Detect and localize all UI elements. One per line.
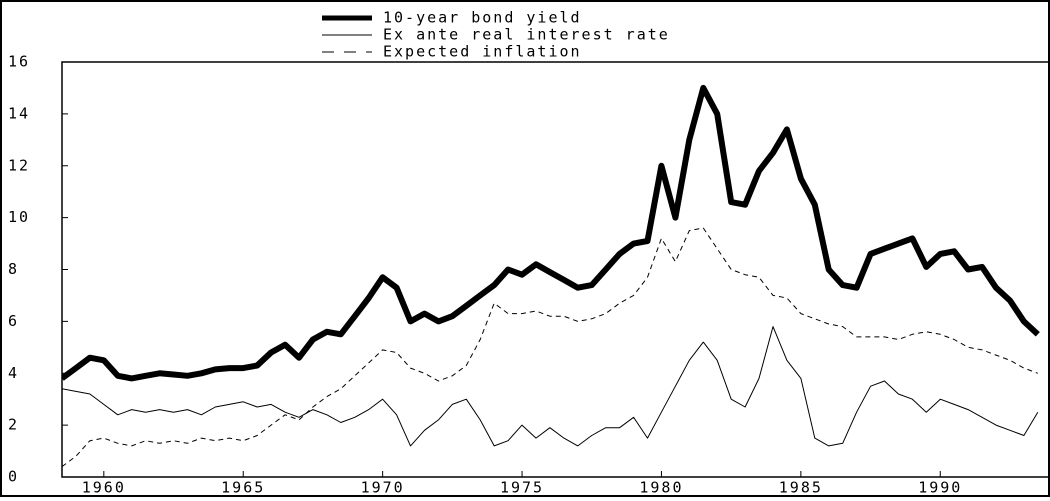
x-tick-label: 1975	[500, 479, 544, 497]
series-line	[62, 326, 1039, 447]
y-tick-label: 8	[8, 260, 19, 278]
y-tick-label: 12	[8, 156, 30, 174]
y-tick-label: 14	[8, 104, 30, 122]
legend-label: Expected inflation	[383, 43, 582, 61]
series-line	[62, 227, 1038, 468]
legend-label: Ex ante real interest rate	[383, 26, 670, 44]
x-tick-label: 1985	[779, 479, 823, 497]
plot-frame	[61, 61, 1050, 478]
y-tick-label: 10	[8, 208, 30, 226]
x-tick-label: 1970	[361, 479, 405, 497]
series-line	[62, 84, 1040, 382]
y-tick-label: 6	[8, 312, 19, 330]
x-tick-label: 1960	[82, 479, 126, 497]
y-tick-label: 2	[8, 416, 19, 434]
y-tick-label: 16	[8, 53, 30, 71]
x-tick-label: 1980	[639, 479, 683, 497]
y-tick-label: 0	[8, 468, 19, 486]
y-tick-label: 4	[8, 364, 19, 382]
legend-label: 10-year bond yield	[383, 9, 582, 27]
x-tick-label: 1965	[221, 479, 265, 497]
x-tick-label: 1990	[918, 479, 962, 497]
